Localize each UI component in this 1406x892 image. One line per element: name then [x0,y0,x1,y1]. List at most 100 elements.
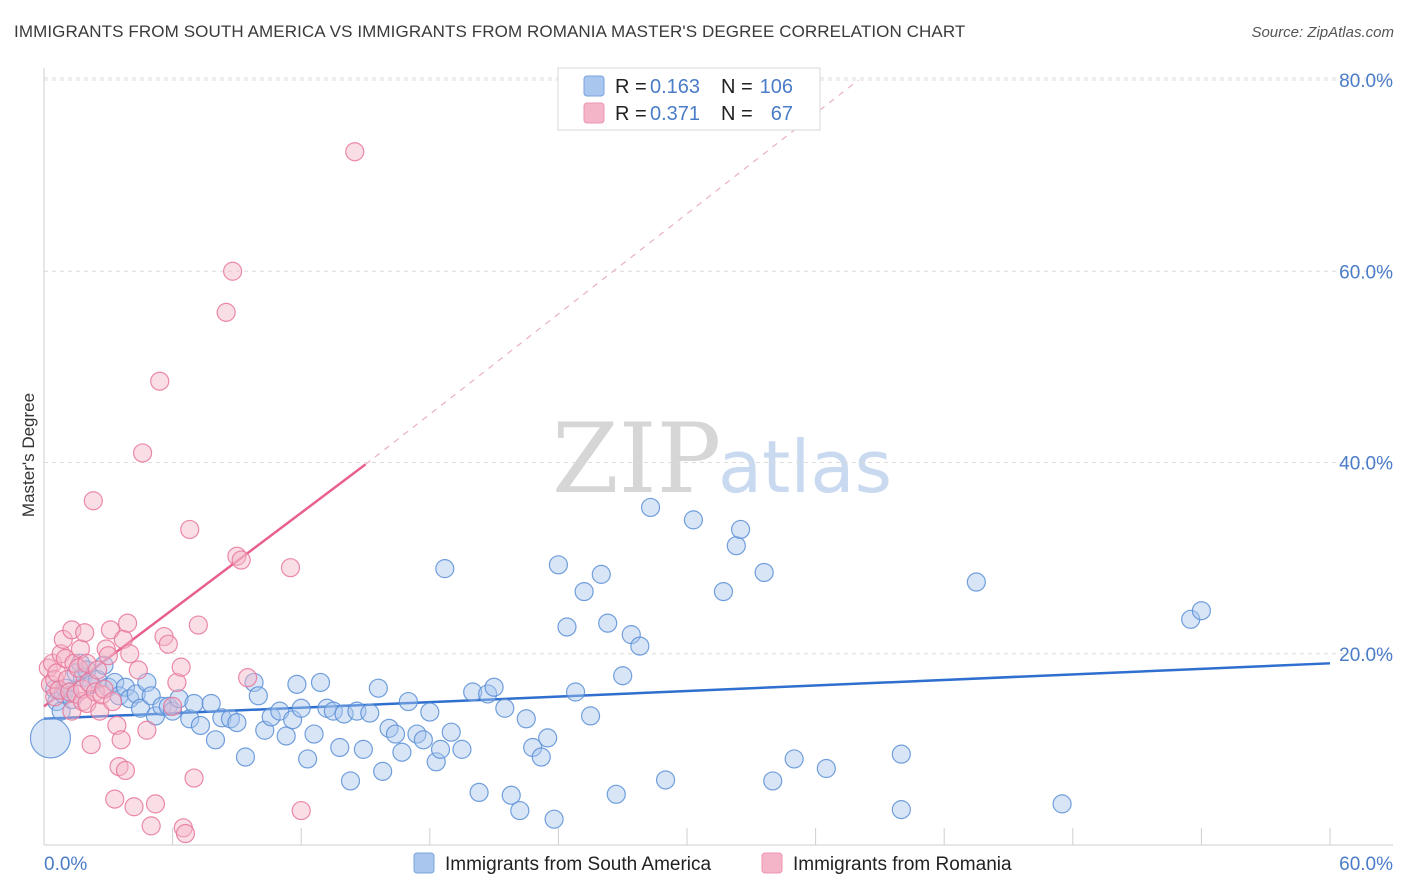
point-south-america-108 [1052,794,1072,814]
point-romania-64 [238,668,258,688]
y-tick-label-1: 40.0% [1339,454,1393,475]
point-south-america-30 [184,693,204,714]
x-tick-label-1: 60.0% [1339,854,1393,875]
point-romania-52 [163,696,183,716]
point-romania-41 [117,613,138,633]
point-south-america-81 [531,747,551,767]
point-south-america-86 [565,682,586,702]
point-south-america-52 [330,737,350,758]
series-legend-swatch-romania [761,852,783,874]
chart-source: Source: ZipAtlas.com [1251,24,1394,41]
point-south-america-67 [426,752,446,772]
point-south-america-83 [544,809,564,829]
point-romania-27 [87,660,108,680]
point-south-america-103 [784,749,804,769]
point-south-america-72 [463,682,483,702]
watermark-zip: ZIP [552,403,721,515]
x-tick-label-0: 0.0% [44,854,87,875]
point-south-america-39 [248,686,268,706]
y-tick-label-3: 80.0% [1339,71,1393,92]
point-romania-33 [100,620,121,640]
point-south-america-75 [484,677,504,697]
point-south-america-87 [574,581,594,602]
legend-r-label-0: R = [615,76,647,98]
point-south-america-27 [163,701,183,721]
axes [43,68,1393,846]
point-romania-61 [223,261,243,281]
point-south-america-85 [557,617,577,637]
point-romania-66 [291,800,311,821]
point-south-america-25 [152,696,172,716]
point-south-america-76 [495,698,515,718]
legend-n-label-1: N = [721,103,753,125]
point-south-america-90 [598,613,618,633]
point-south-america-58 [368,678,388,698]
point-south-america-65 [413,730,433,750]
point-south-america-47 [298,749,318,769]
trend-line-romania [43,463,367,708]
point-romania-51 [158,634,178,654]
point-south-america-46 [291,698,311,718]
point-south-america-66 [420,702,440,722]
point-south-america-104 [816,758,836,779]
point-romania-38 [111,730,131,750]
point-south-america-29 [180,709,200,729]
point-south-america-105 [891,744,911,764]
point-south-america-73 [469,782,489,803]
series-legend-label-south-america: Immigrants from South America [445,854,712,875]
point-south-america-56 [353,739,373,759]
point-romania-46 [137,720,157,740]
trend-line-south-america [43,662,1331,721]
legend-n-label-0: N = [721,76,753,98]
point-romania-35 [105,789,125,809]
point-romania-40 [115,760,136,781]
y-tick-label-2: 60.0% [1339,262,1393,283]
series-romania-points [38,142,365,844]
point-romania-59 [188,615,208,635]
point-romania-57 [180,519,200,540]
point-romania-49 [150,371,170,391]
point-south-america-95 [640,497,661,518]
point-south-america-33 [205,730,226,750]
point-south-america-99 [726,536,746,556]
point-romania-48 [145,794,166,814]
point-romania-47 [141,816,161,836]
point-south-america-48 [304,724,324,744]
point-romania-36 [107,715,127,736]
point-south-america-70 [441,722,461,742]
point-romania-43 [124,797,144,817]
legend-r-value-1: 0.371 [650,103,700,125]
point-south-america-57 [360,703,380,723]
point-south-america-88 [580,706,601,726]
point-romania-21 [77,653,97,673]
point-south-america-106 [891,800,911,820]
point-romania-58 [184,768,204,788]
point-south-america-49 [310,672,331,693]
point-south-america-98 [713,581,734,602]
series-legend-label-romania: Immigrants from Romania [793,854,1012,875]
point-south-america-78 [510,800,530,821]
point-romania-42 [120,644,140,664]
point-romania-20 [75,623,95,643]
legend-r-label-1: R = [615,103,647,125]
point-south-america-107 [966,572,986,592]
point-south-america-92 [613,666,633,686]
point-south-america-59 [373,761,393,781]
point-romania-54 [171,657,191,677]
point-south-america-79 [516,709,536,729]
point-romania-63 [231,550,251,570]
series-legend: Immigrants from South America Immigrants… [413,852,1012,875]
watermark: ZIP atlas [552,403,892,515]
point-south-america-91 [606,784,626,804]
legend-n-value-1: 67 [771,103,793,125]
point-romania-60 [216,302,236,322]
point-south-america-43 [276,726,296,746]
point-south-america-94 [630,636,650,656]
legend-n-value-0: 106 [760,76,793,98]
point-south-america-61 [385,724,406,744]
stats-legend: R = 0.163 N = 106 R = 0.371 N = 67 [557,67,821,131]
watermark-atlas: atlas [718,425,892,509]
point-south-america-100 [730,519,751,540]
point-south-america-68 [430,739,451,759]
